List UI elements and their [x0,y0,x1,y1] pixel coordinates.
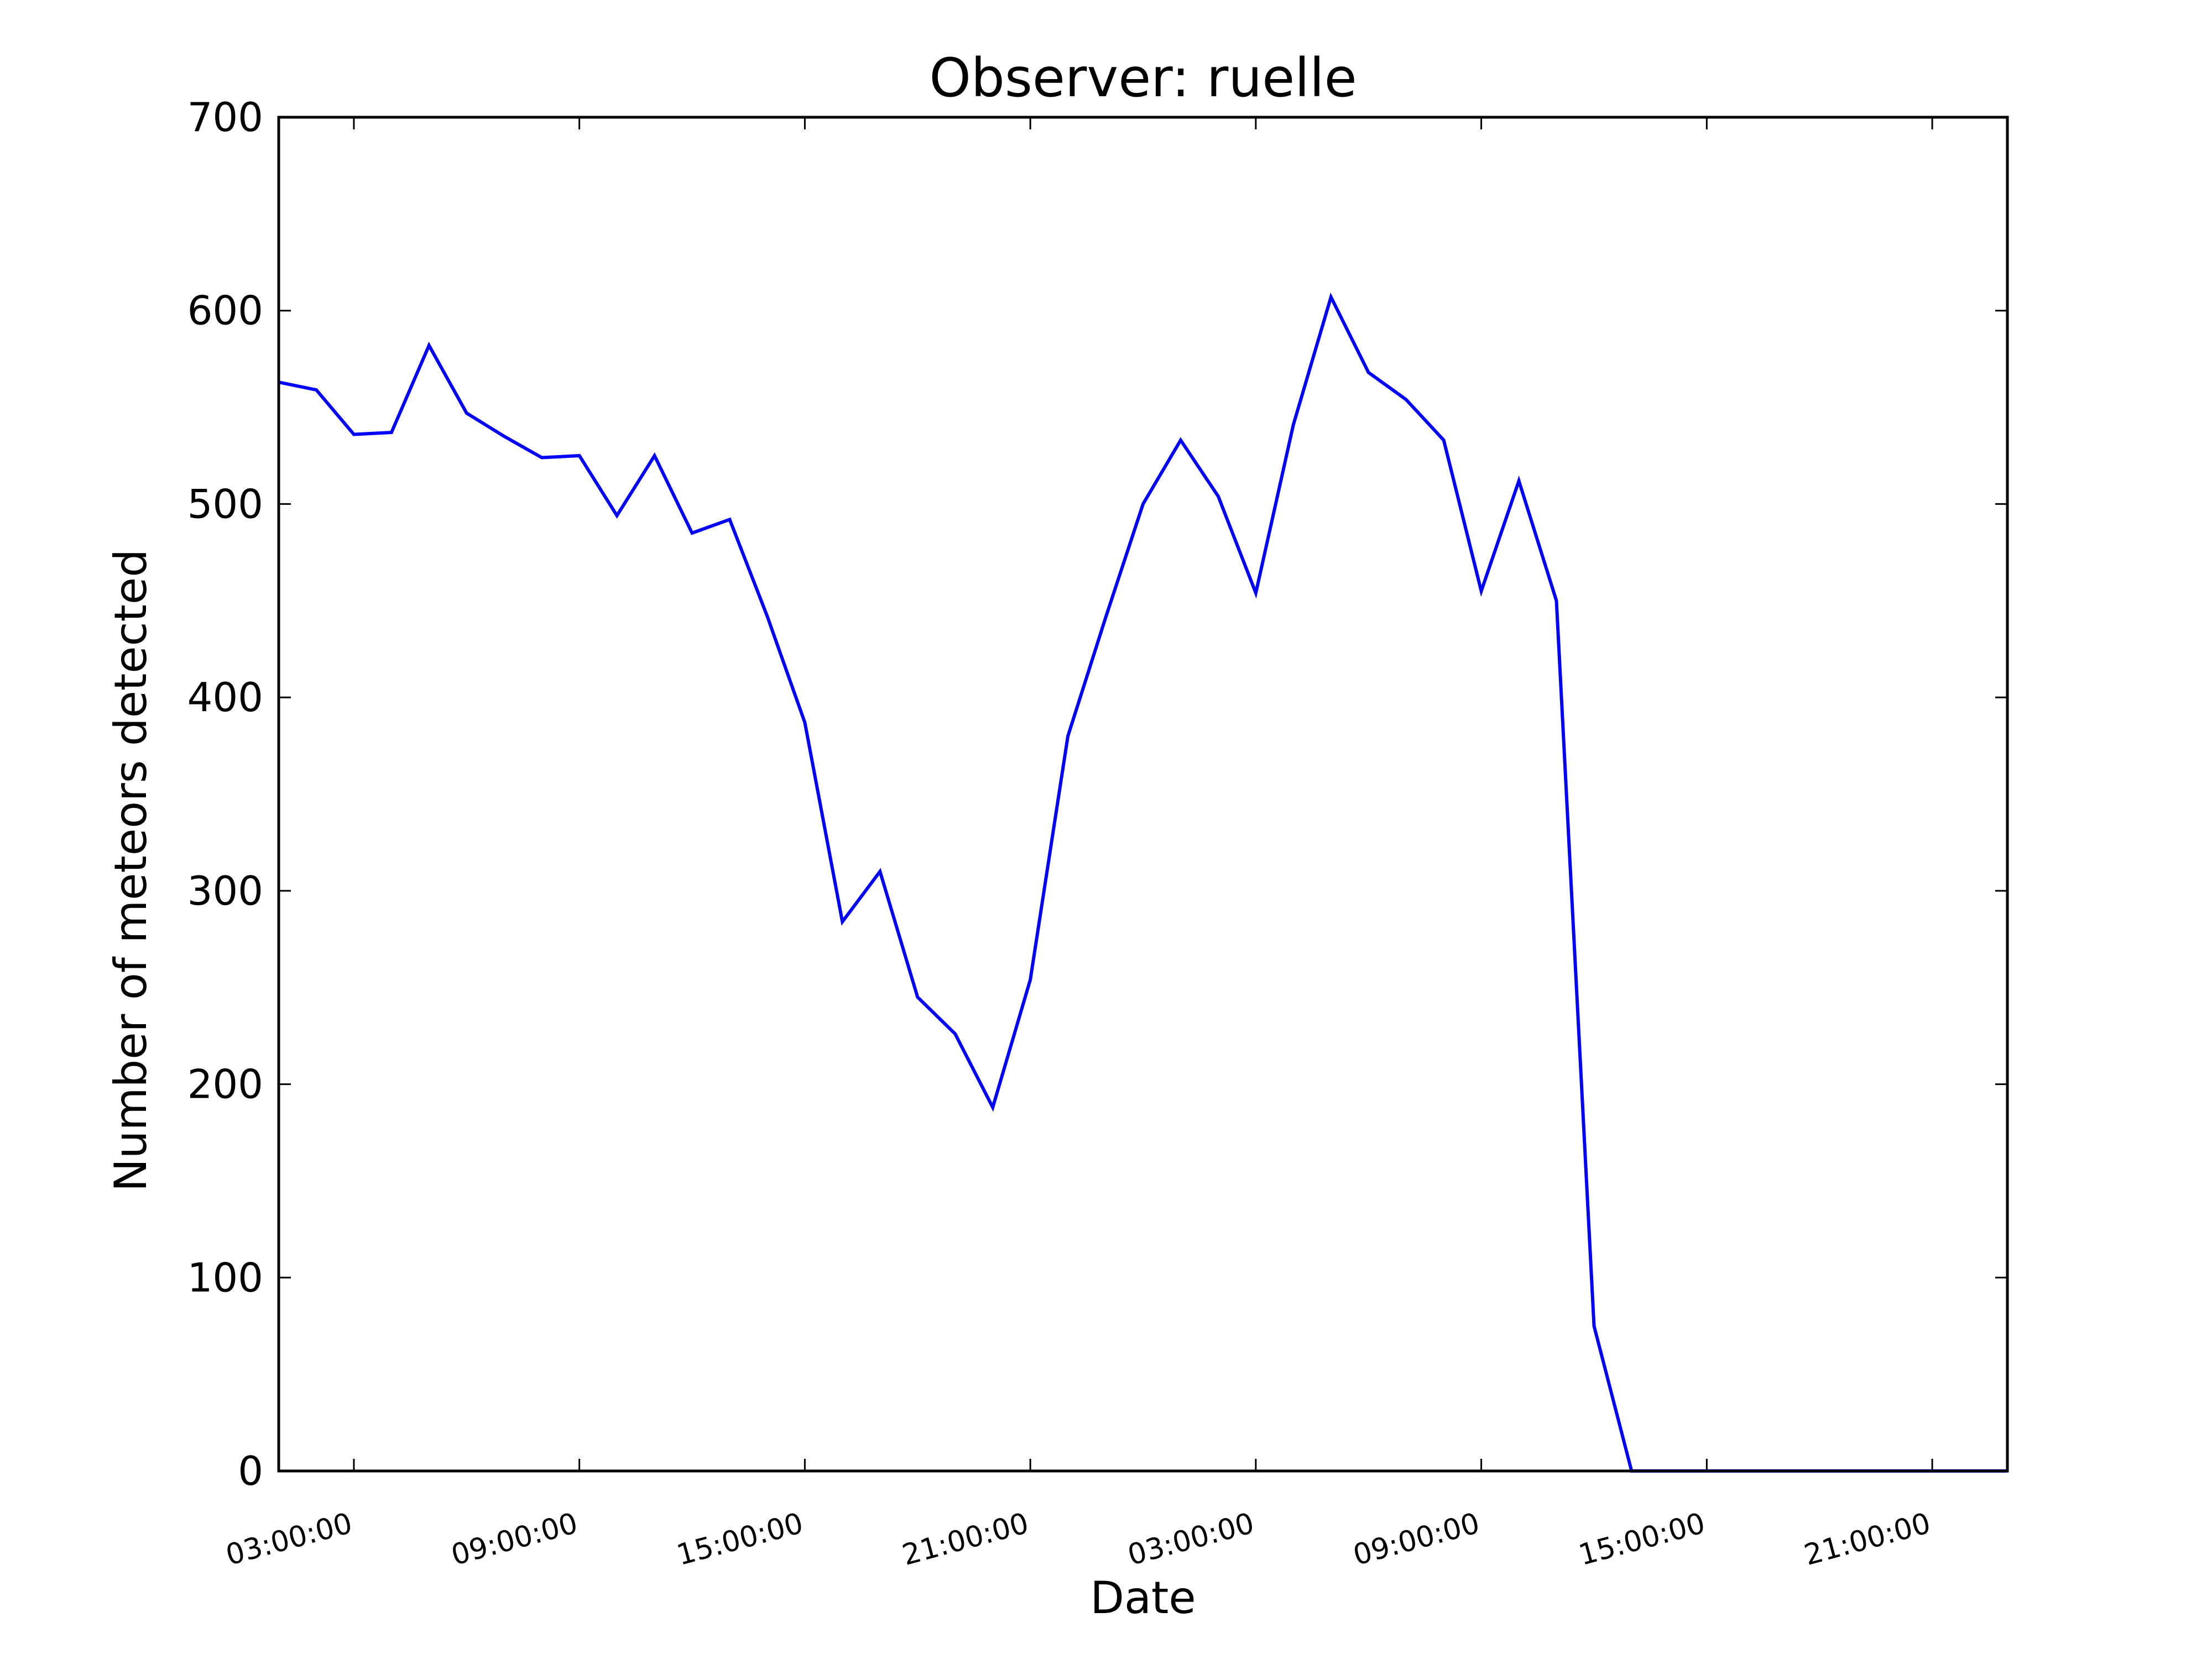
x-tick-label: 15:00:00 [1575,1507,1709,1572]
x-tick-label: 03:00:00 [1124,1507,1258,1572]
chart-title: Observer: ruelle [929,47,1357,109]
y-tick-label: 300 [187,868,263,914]
x-tick-label: 15:00:00 [674,1507,807,1572]
y-tick-label: 200 [187,1061,263,1108]
y-tick-label: 700 [187,94,263,140]
x-tick-label: 21:00:00 [899,1507,1032,1572]
series-line [278,293,2007,1473]
y-axis-label: Number of meteors detected [105,549,156,1192]
plot-frame [277,116,2009,1473]
plot-area: 0 100 200 300 400 500 600 700 03:00:00 09:00:00 15… [187,94,2009,1572]
y-tick-label: 400 [187,674,263,721]
x-tick-label: 09:00:00 [1350,1507,1483,1572]
x-tick-label: 21:00:00 [1801,1507,1934,1572]
x-tick-label: 03:00:00 [222,1507,356,1572]
y-tick-label: 0 [238,1448,263,1494]
x-axis-label: Date [1090,1572,1196,1624]
y-tick-label: 600 [187,288,263,334]
x-tick-label: 09:00:00 [448,1507,581,1572]
y-tick-label: 500 [187,481,263,527]
y-tick-label: 100 [187,1254,263,1301]
